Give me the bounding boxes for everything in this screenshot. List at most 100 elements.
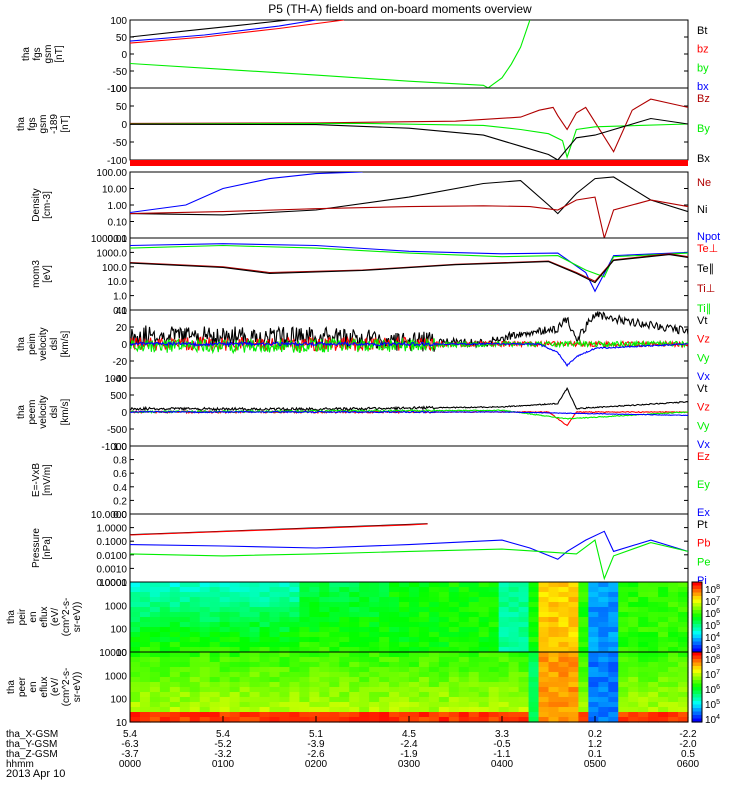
- spectrogram-cell: [399, 677, 410, 683]
- spectrogram-cell: [428, 652, 440, 658]
- spectrogram-cell: [149, 637, 161, 643]
- spectrogram-cell: [269, 582, 281, 588]
- spectrogram-cell: [648, 702, 659, 708]
- spectrogram-cell: [638, 652, 649, 658]
- y-axis-label: Density: [31, 188, 42, 221]
- spectrogram-cell: [169, 677, 181, 683]
- spectrogram-cell: [478, 662, 490, 668]
- spectrogram-cell: [359, 587, 370, 593]
- spectrogram-cell: [578, 647, 589, 653]
- spectrogram-cell: [389, 587, 400, 593]
- spectrogram-cell: [349, 647, 360, 653]
- spectrogram-cell: [229, 592, 241, 598]
- colorbar-label: 108: [705, 584, 720, 596]
- spectrogram-cell: [379, 647, 390, 653]
- spectrogram-cell: [658, 662, 669, 668]
- spectrogram-cell: [359, 662, 370, 668]
- spectrogram-cell: [299, 612, 310, 618]
- spectrogram-cell: [339, 607, 350, 613]
- spectrogram-cell: [299, 682, 310, 688]
- series-By-line: [130, 122, 688, 160]
- spectrogram-cell: [498, 632, 510, 638]
- spectrogram-cell: [458, 597, 470, 603]
- spectrogram-cell: [478, 657, 490, 663]
- spectrogram-cell: [628, 652, 639, 658]
- spectrogram-cell: [149, 672, 161, 678]
- spectrogram-cell: [169, 657, 181, 663]
- y-axis-label: sr-eV)): [72, 672, 83, 703]
- spectrogram-cell: [269, 637, 281, 643]
- spectrogram-cell: [269, 622, 281, 628]
- spectrogram-cell: [159, 672, 171, 678]
- y-axis-label: velocity: [38, 395, 49, 428]
- spectrogram-cell: [289, 717, 300, 723]
- spectrogram-cell: [498, 687, 510, 693]
- spectrogram-cell: [578, 712, 589, 718]
- spectrogram-cell: [458, 582, 470, 588]
- spectrogram-cell: [528, 707, 540, 713]
- spectrogram-cell: [189, 597, 201, 603]
- y-tick-label: 0: [121, 120, 127, 131]
- spectrogram-cell: [409, 672, 420, 678]
- y-tick-label: 0: [121, 340, 127, 351]
- spectrogram-cell: [319, 612, 330, 618]
- spectrogram-cell: [349, 627, 360, 633]
- spectrogram-cell: [269, 672, 281, 678]
- spectrogram-cell: [488, 667, 500, 673]
- spectrogram-cell: [339, 627, 350, 633]
- x-tick-label: 0600: [677, 759, 700, 770]
- spectrogram-cell: [189, 637, 201, 643]
- spectrogram-cell: [349, 592, 360, 598]
- spectrogram-cell: [209, 642, 221, 648]
- spectrogram-cell: [409, 677, 420, 683]
- spectrogram-cell: [638, 637, 649, 643]
- spectrogram-cell: [349, 717, 360, 723]
- colorbar-exponent: 7: [716, 596, 720, 603]
- spectrogram-cell: [498, 602, 510, 608]
- spectrogram-cell: [508, 612, 520, 618]
- spectrogram-cell: [379, 582, 390, 588]
- spectrogram-cell: [199, 677, 211, 683]
- spectrogram-cell: [379, 697, 390, 703]
- spectrogram-cell: [498, 612, 510, 618]
- spectrogram-cell: [618, 622, 629, 628]
- x-tick-label: -2.0: [679, 739, 697, 750]
- spectrogram-cell: [339, 712, 350, 718]
- spectrogram-cell: [518, 597, 530, 603]
- spectrogram-cell: [598, 652, 609, 658]
- spectrogram-cell: [548, 672, 560, 678]
- spectrogram-cell: [289, 672, 300, 678]
- spectrogram-cell: [658, 707, 669, 713]
- spectrogram-cell: [568, 587, 579, 593]
- spectrogram-cell: [219, 652, 231, 658]
- spectrogram-cell: [309, 642, 320, 648]
- spectrogram-cell: [369, 592, 380, 598]
- spectrogram-cell: [209, 692, 221, 698]
- spectrogram-cell: [259, 707, 271, 713]
- spectrogram-cell: [438, 707, 450, 713]
- spectrogram-cell: [219, 632, 231, 638]
- spectrogram-cell: [588, 712, 599, 718]
- spectrogram-cell: [149, 687, 161, 693]
- spectrogram-cell: [189, 692, 201, 698]
- spectrogram-cell: [618, 607, 629, 613]
- spectrogram-cell: [309, 607, 320, 613]
- spectrogram-cell: [289, 602, 300, 608]
- spectrogram-cell: [289, 592, 300, 598]
- spectrogram-cell: [598, 677, 609, 683]
- spectrogram-cell: [219, 692, 231, 698]
- spectrogram-cell: [229, 682, 241, 688]
- spectrogram-cell: [349, 702, 360, 708]
- spectrogram-cell: [598, 692, 609, 698]
- spectrogram-cell: [269, 652, 281, 658]
- spectrogram-cell: [488, 657, 500, 663]
- spectrogram-cell: [149, 592, 161, 598]
- spectrogram-cell: [578, 677, 589, 683]
- legend-entry: By: [697, 123, 710, 135]
- spectrogram-cell: [428, 697, 440, 703]
- spectrogram-cell: [538, 587, 550, 593]
- spectrogram-cell: [289, 667, 300, 673]
- spectrogram-cell: [349, 597, 360, 603]
- spectrogram-cell: [668, 677, 679, 683]
- spectrogram-cell: [478, 687, 490, 693]
